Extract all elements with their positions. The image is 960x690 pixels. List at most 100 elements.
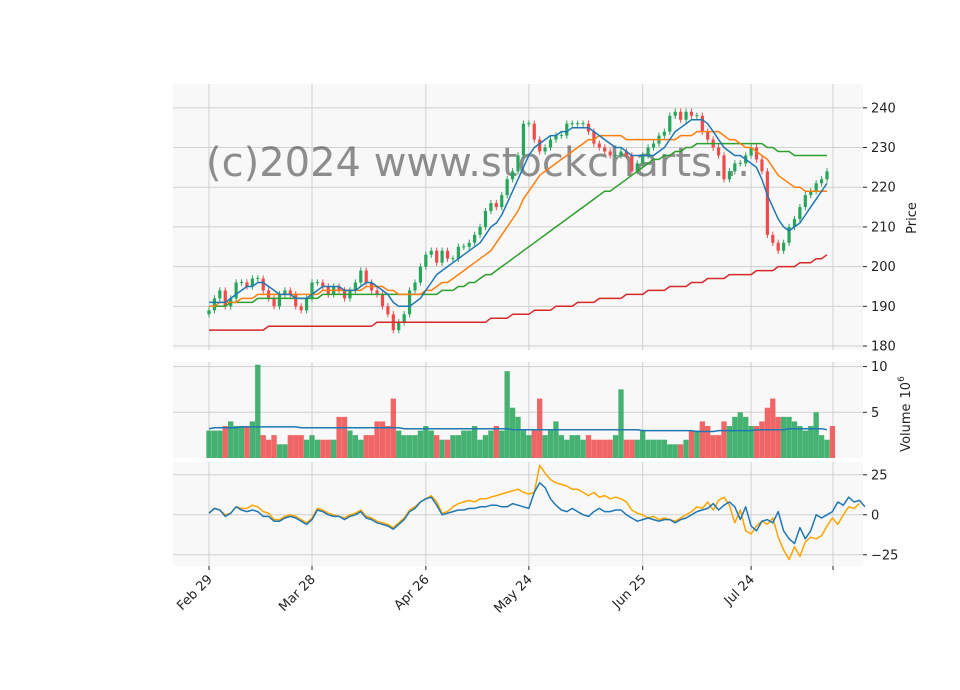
candle — [521, 120, 526, 159]
candle — [413, 279, 417, 294]
candle — [478, 223, 482, 239]
volume-bar — [818, 435, 825, 458]
volume-bar — [688, 430, 695, 458]
candle — [803, 191, 807, 211]
candle — [695, 112, 699, 119]
volume-bar — [715, 435, 722, 458]
candle — [722, 152, 726, 183]
volume-bar — [276, 444, 283, 458]
candle — [559, 132, 563, 139]
volume-bar — [466, 430, 472, 458]
volume-panel: 5 10 Volume106 — [173, 360, 914, 458]
volume-bar — [244, 426, 250, 458]
candle — [397, 319, 401, 334]
volume-bar — [255, 364, 261, 458]
candle — [494, 199, 498, 211]
candle — [782, 239, 786, 254]
volume-bar — [406, 435, 413, 458]
candle — [570, 120, 574, 127]
candle — [299, 303, 303, 314]
y-tick-label: 5 — [871, 406, 879, 421]
volume-bar — [444, 439, 451, 458]
volume-bar — [488, 430, 494, 458]
moving-average-slow — [209, 142, 827, 308]
volume-bar — [753, 426, 760, 458]
volume-bar — [743, 416, 749, 458]
x-tick-label: Mar 28 — [276, 572, 319, 615]
volume-bar — [634, 439, 640, 458]
volume-bar — [358, 439, 364, 458]
volume-bar — [759, 421, 765, 458]
price-axis-label: Price — [905, 202, 920, 234]
candle — [771, 231, 775, 246]
volume-bar — [791, 421, 798, 458]
candle — [760, 156, 764, 175]
volume-bar — [493, 426, 499, 458]
price-marks — [207, 108, 829, 334]
candle — [532, 120, 536, 143]
oscillator-axis: −25 0 25 — [863, 468, 898, 563]
volume-bar — [368, 435, 375, 458]
candle — [500, 191, 504, 211]
volume-bar — [509, 407, 516, 458]
volume-bar — [206, 430, 212, 458]
candle — [386, 303, 390, 318]
volume-bar — [645, 439, 651, 458]
volume-bar — [780, 416, 787, 458]
candle — [407, 287, 412, 318]
volume-bar — [829, 426, 836, 458]
volume-bar — [705, 426, 711, 458]
volume-bar — [650, 439, 657, 458]
volume-bar — [802, 430, 808, 458]
volume-bar — [271, 435, 277, 458]
volume-bar — [672, 444, 678, 458]
volume-bar — [547, 430, 554, 458]
candle — [239, 279, 244, 286]
volume-grid — [173, 362, 863, 458]
y-tick-label: −25 — [871, 548, 898, 563]
candle — [489, 199, 493, 215]
volume-bar — [526, 435, 532, 458]
oscillator-panel-background — [173, 462, 863, 566]
y-tick-label: 240 — [871, 101, 896, 116]
candle — [727, 168, 732, 183]
candle — [451, 255, 455, 262]
oscillator-line — [208, 482, 866, 545]
candle — [554, 132, 558, 143]
volume-bar — [564, 439, 570, 458]
oscillator-panel: −25 0 25 — [173, 462, 898, 566]
y-tick-label: 180 — [871, 340, 896, 355]
candle — [543, 144, 547, 155]
volume-bar — [612, 435, 619, 458]
candle — [738, 160, 742, 167]
volume-bar — [293, 435, 299, 458]
candle — [814, 180, 818, 195]
candle — [624, 148, 629, 159]
volume-bar — [531, 430, 537, 458]
candle — [467, 239, 471, 250]
candle — [462, 243, 466, 250]
volume-bar — [477, 439, 483, 458]
candle — [250, 275, 254, 290]
y-tick-label: 10 — [871, 360, 888, 375]
volume-bar — [499, 430, 505, 458]
volume-bar — [450, 435, 456, 458]
volume-bar — [282, 444, 288, 458]
candle — [673, 108, 677, 119]
candle — [646, 144, 650, 159]
volume-bar — [585, 435, 592, 458]
candle — [548, 136, 553, 151]
candle — [662, 128, 666, 139]
candle — [613, 152, 618, 159]
volume-bar — [265, 439, 272, 458]
volume-bar — [303, 439, 310, 458]
y-tick-label: 25 — [871, 468, 888, 483]
volume-bar — [455, 435, 462, 458]
volume-bar — [515, 416, 521, 458]
volume-bar — [580, 439, 586, 458]
watermark: (c)2024 www.stockcharts... — [206, 140, 750, 186]
candle — [581, 120, 585, 127]
oscillator-marks — [208, 464, 866, 561]
volume-bar — [211, 430, 218, 458]
